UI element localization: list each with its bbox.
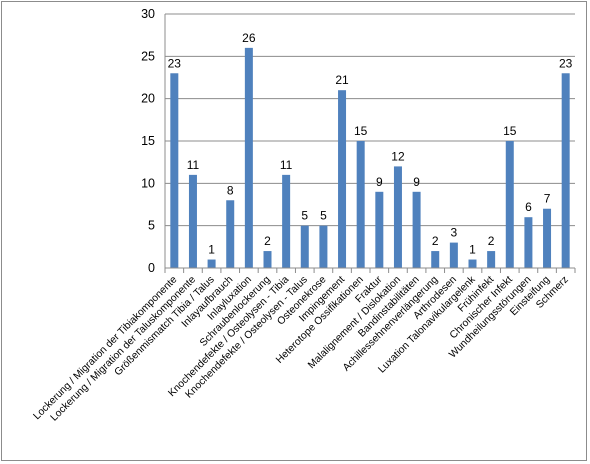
data-label: 2 — [488, 234, 495, 248]
bar — [188, 174, 197, 268]
bar — [356, 141, 365, 268]
data-label: 6 — [525, 200, 532, 214]
data-label: 2 — [432, 234, 439, 248]
y-tick-label: 20 — [141, 92, 155, 106]
bar — [375, 191, 384, 268]
bar — [468, 259, 477, 268]
bar — [226, 200, 235, 268]
bar — [207, 259, 216, 268]
bar — [170, 73, 179, 269]
data-label: 11 — [280, 158, 293, 172]
bar — [412, 191, 421, 268]
y-tick-label: 5 — [148, 219, 155, 233]
data-label: 8 — [227, 183, 234, 197]
bar — [300, 225, 309, 268]
x-tick-label: Lockerung / Migration der Taluskomponent… — [49, 274, 198, 423]
data-label: 23 — [168, 56, 182, 70]
bar — [449, 242, 458, 268]
y-tick-label: 15 — [141, 134, 155, 148]
data-label: 3 — [451, 226, 458, 240]
bar — [338, 90, 347, 268]
data-label: 9 — [413, 175, 420, 189]
data-label: 5 — [320, 209, 327, 223]
data-label: 5 — [301, 209, 308, 223]
bar — [319, 225, 328, 268]
y-tick-label: 25 — [141, 49, 155, 63]
data-label: 15 — [354, 124, 368, 138]
y-tick-label: 10 — [141, 176, 155, 190]
data-label: 1 — [208, 243, 215, 257]
bar — [244, 47, 253, 268]
data-label: 2 — [264, 234, 271, 248]
bar — [505, 141, 514, 268]
data-label: 7 — [544, 192, 551, 206]
data-label: 12 — [391, 149, 405, 163]
bar — [524, 217, 533, 268]
data-label: 9 — [376, 175, 383, 189]
bar — [431, 251, 440, 268]
data-label: 21 — [335, 73, 349, 87]
bar — [487, 251, 496, 268]
y-tick-label: 0 — [148, 261, 155, 275]
data-label: 26 — [242, 31, 256, 45]
data-label: 11 — [187, 158, 200, 172]
data-label: 15 — [503, 124, 517, 138]
data-label: 1 — [469, 243, 476, 257]
data-label: 23 — [559, 56, 573, 70]
bar — [543, 208, 552, 268]
bar — [263, 251, 272, 268]
bar — [561, 73, 570, 269]
bar — [282, 174, 291, 268]
bar — [393, 166, 402, 268]
x-tick-label: Lockerung / Migration der Tibiakomponent… — [32, 274, 180, 422]
y-tick-label: 30 — [141, 7, 155, 21]
